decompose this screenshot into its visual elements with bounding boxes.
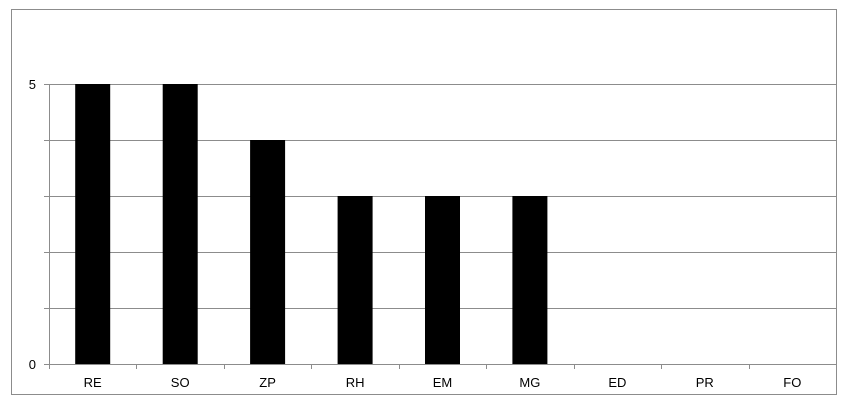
x-category-labels: RE SO ZP RH EM MG ED PR FO <box>84 375 802 390</box>
bar-re <box>75 84 111 364</box>
x-label-ed: ED <box>608 375 626 390</box>
bar-mg <box>512 196 548 364</box>
x-label-fo: FO <box>783 375 801 390</box>
x-label-pr: PR <box>696 375 714 390</box>
bar-em <box>425 196 460 364</box>
bars <box>75 84 548 364</box>
axes <box>49 84 837 369</box>
bar-zp <box>250 140 286 364</box>
y-tick-label-1: 5 <box>29 77 36 92</box>
y-tick-label-0: 0 <box>29 357 36 372</box>
x-label-re: RE <box>84 375 102 390</box>
bar-so <box>162 84 198 364</box>
x-label-zp: ZP <box>259 375 276 390</box>
x-label-so: SO <box>171 375 190 390</box>
x-label-mg: MG <box>519 375 540 390</box>
x-label-em: EM <box>433 375 453 390</box>
chart-frame <box>11 9 837 395</box>
x-label-rh: RH <box>346 375 365 390</box>
y-tick-labels: 05 <box>29 77 36 372</box>
bar-rh <box>337 196 373 364</box>
